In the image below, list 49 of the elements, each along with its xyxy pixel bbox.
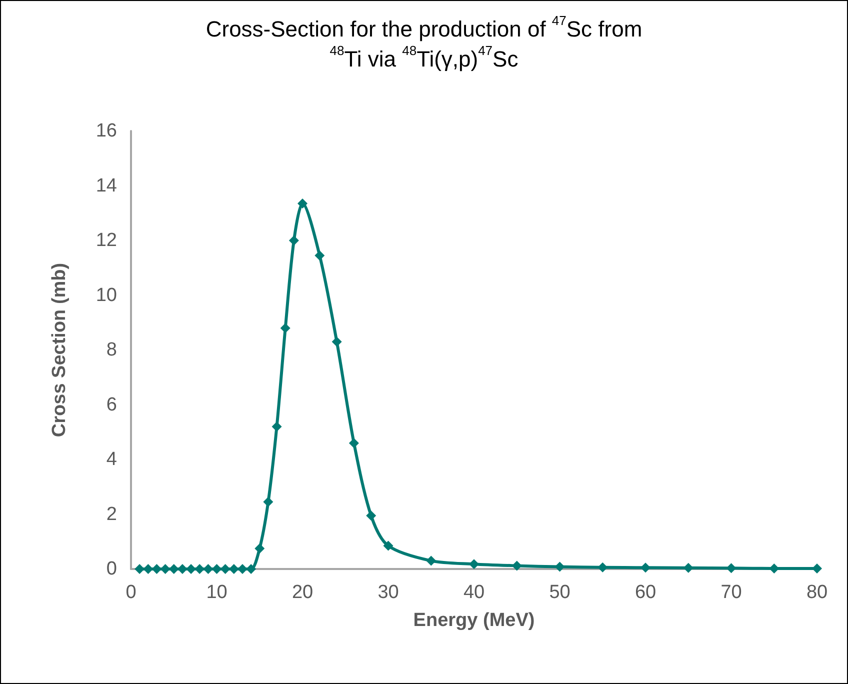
y-axis-title: Cross Section (mb) <box>49 262 70 438</box>
x-tick-label: 40 <box>463 582 485 603</box>
point <box>288 236 299 246</box>
point <box>246 564 256 574</box>
point <box>160 564 170 574</box>
point <box>348 438 359 448</box>
y-tick-label: 2 <box>106 504 117 525</box>
y-tick-label: 12 <box>96 230 117 251</box>
point <box>426 556 436 566</box>
point <box>263 496 274 507</box>
point <box>469 559 479 570</box>
point <box>683 562 694 573</box>
point <box>254 543 265 554</box>
x-tick-label: 0 <box>126 582 136 603</box>
x-tick-label: 20 <box>292 582 314 603</box>
point <box>512 560 522 571</box>
point <box>298 198 308 209</box>
point <box>152 564 162 574</box>
point <box>812 563 822 574</box>
y-tick-label: 10 <box>96 284 117 306</box>
point <box>383 540 394 551</box>
y-tick-label: 14 <box>96 175 118 196</box>
y-tick-label: 16 <box>96 120 117 142</box>
point <box>168 564 179 574</box>
point <box>143 564 154 574</box>
point <box>212 564 222 574</box>
x-tick-label: 10 <box>206 582 228 603</box>
x-tick-label: 80 <box>806 582 828 603</box>
point <box>726 563 736 574</box>
point <box>272 422 282 432</box>
point <box>332 336 342 347</box>
point <box>203 564 214 574</box>
x-tick-label: 70 <box>720 582 742 603</box>
point <box>314 250 325 261</box>
y-tick-label: 0 <box>106 558 117 580</box>
point <box>554 562 565 572</box>
x-axis-title: Energy (MeV) <box>413 610 535 631</box>
y-tick-label: 6 <box>106 394 117 416</box>
point <box>220 564 230 574</box>
point <box>640 562 650 573</box>
point <box>769 563 780 574</box>
x-tick-label: 60 <box>634 582 656 603</box>
x-tick-label: 30 <box>378 582 399 603</box>
x-tick-label: 50 <box>549 582 570 603</box>
point <box>598 562 608 572</box>
y-tick-label: 8 <box>106 340 117 360</box>
point <box>366 510 376 521</box>
y-tick-label: 4 <box>106 449 118 470</box>
point <box>280 323 290 334</box>
